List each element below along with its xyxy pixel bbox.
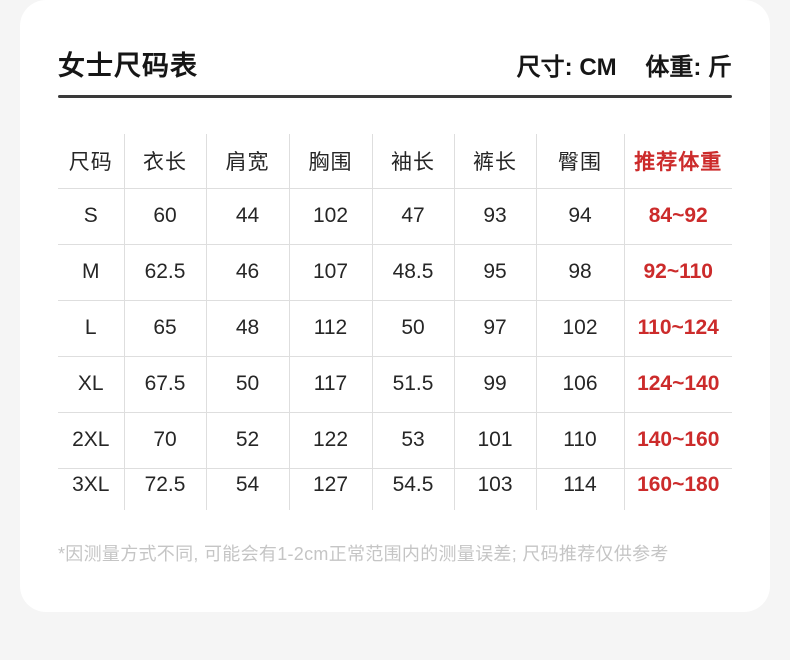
table-row-2xl: 2XL 70 52 122 53 101 110 140~160 — [58, 412, 732, 469]
value-cell: 110 — [535, 412, 624, 469]
value-cell: 52 — [205, 412, 289, 469]
size-cell: 2XL — [58, 412, 124, 469]
value-cell: 46 — [205, 244, 289, 301]
value-cell: 53 — [371, 412, 454, 469]
value-cell: 94 — [535, 188, 624, 245]
col-header-bust: 胸围 — [288, 134, 372, 189]
col-header-pants-length: 裤长 — [453, 134, 536, 189]
table-row-xl: XL 67.5 50 117 51.5 99 106 124~140 — [58, 356, 732, 413]
value-cell: 103 — [453, 468, 536, 510]
size-cell: M — [58, 244, 124, 301]
value-cell: 114 — [535, 468, 624, 510]
value-cell: 102 — [288, 188, 372, 245]
size-cell: XL — [58, 356, 124, 413]
value-cell: 106 — [535, 356, 624, 413]
value-cell: 72.5 — [123, 468, 206, 510]
weight-cell: 84~92 — [623, 188, 732, 245]
value-cell: 122 — [288, 412, 372, 469]
value-cell: 51.5 — [371, 356, 454, 413]
size-cell: S — [58, 188, 124, 245]
units-label: 尺寸: CM 体重: 斤 — [517, 47, 732, 82]
col-header-sleeve: 袖长 — [371, 134, 454, 189]
value-cell: 54.5 — [371, 468, 454, 510]
value-cell: 54 — [205, 468, 289, 510]
value-cell: 95 — [453, 244, 536, 301]
size-cell: L — [58, 300, 124, 357]
col-header-recommended-weight: 推荐体重 — [623, 134, 732, 189]
value-cell: 97 — [453, 300, 536, 357]
value-cell: 102 — [535, 300, 624, 357]
title-divider — [58, 95, 732, 98]
col-header-shoulder: 肩宽 — [205, 134, 289, 189]
value-cell: 50 — [205, 356, 289, 413]
size-cell: 3XL — [72, 472, 110, 496]
unit-size-label: 尺寸: CM — [516, 54, 617, 81]
col-header-garment-length: 衣长 — [123, 134, 206, 189]
unit-weight-label: 体重: 斤 — [645, 54, 732, 81]
value-cell: 65 — [123, 300, 206, 357]
value-cell: 127 — [288, 468, 372, 510]
size-chart-content: 女士尺码表 尺寸: CM 体重: 斤 尺码 衣长 肩宽 胸围 袖长 裤长 — [20, 0, 770, 566]
table-row-s: S 60 44 102 47 93 94 84~92 — [58, 188, 732, 245]
page-title: 女士尺码表 — [58, 51, 198, 81]
value-cell: 48.5 — [371, 244, 454, 301]
value-cell: 48 — [205, 300, 289, 357]
value-cell: 50 — [371, 300, 454, 357]
size-chart-card: 女士尺码表 尺寸: CM 体重: 斤 尺码 衣长 肩宽 胸围 袖长 裤长 — [20, 0, 770, 612]
size-table: 尺码 衣长 肩宽 胸围 袖长 裤长 臀围 推荐体重 S 60 44 102 47 — [58, 134, 732, 510]
table-row-m: M 62.5 46 107 48.5 95 98 92~110 — [58, 244, 732, 301]
value-cell: 107 — [288, 244, 372, 301]
col-header-hip: 臀围 — [535, 134, 624, 189]
table-row-l: L 65 48 112 50 97 102 110~124 — [58, 300, 732, 357]
value-cell: 98 — [535, 244, 624, 301]
weight-cell: 160~180 — [623, 468, 732, 510]
weight-cell: 92~110 — [623, 244, 732, 301]
weight-cell: 124~140 — [623, 356, 732, 413]
value-cell: 44 — [205, 188, 289, 245]
weight-cell: 140~160 — [623, 412, 732, 469]
value-cell: 47 — [371, 188, 454, 245]
weight-cell: 110~124 — [623, 300, 732, 357]
table-header-row: 尺码 衣长 肩宽 胸围 袖长 裤长 臀围 推荐体重 — [58, 134, 732, 189]
table-row-3xl: 3XL 72.5 54 127 54.5 103 114 160~180 — [58, 468, 732, 510]
value-cell: 112 — [288, 300, 372, 357]
value-cell: 67.5 — [123, 356, 206, 413]
value-cell: 60 — [123, 188, 206, 245]
value-cell: 62.5 — [123, 244, 206, 301]
value-cell: 99 — [453, 356, 536, 413]
value-cell: 93 — [453, 188, 536, 245]
measurement-disclaimer: *因测量方式不同, 可能会有1-2cm正常范围内的测量误差; 尺码推荐仅供参考 — [58, 544, 669, 564]
size-chart-header: 女士尺码表 尺寸: CM 体重: 斤 — [58, 44, 732, 83]
value-cell: 101 — [453, 412, 536, 469]
value-cell: 70 — [123, 412, 206, 469]
value-cell: 117 — [288, 356, 372, 413]
col-header-size: 尺码 — [58, 134, 124, 189]
